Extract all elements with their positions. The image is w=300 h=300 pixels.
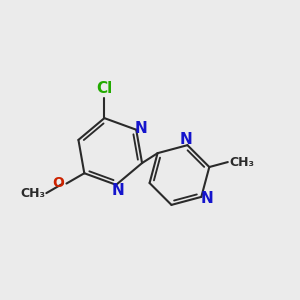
Text: N: N <box>200 191 213 206</box>
Text: N: N <box>180 132 192 147</box>
Text: CH₃: CH₃ <box>20 187 45 200</box>
Text: CH₃: CH₃ <box>229 156 254 169</box>
Text: O: O <box>52 176 64 190</box>
Text: N: N <box>111 183 124 198</box>
Text: N: N <box>135 121 148 136</box>
Text: Cl: Cl <box>96 81 112 96</box>
